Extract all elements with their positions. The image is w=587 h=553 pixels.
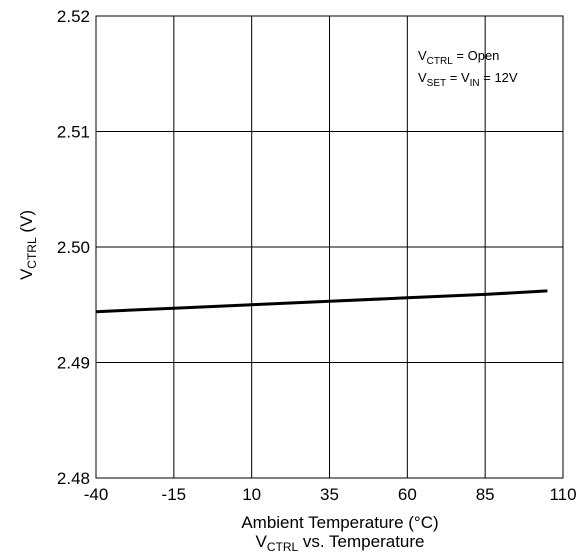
x-tick-label: 35	[320, 485, 339, 504]
x-tick-label: -15	[162, 485, 187, 504]
y-tick-label: 2.52	[57, 7, 90, 26]
annotation-vset: VSET = VIN = 12V	[418, 70, 518, 89]
x-tick-label: -40	[84, 485, 109, 504]
y-tick-label: 2.48	[57, 469, 90, 488]
x-axis-label: Ambient Temperature (°C)	[241, 513, 438, 532]
annotation-vctrl: VCTRL = Open	[418, 48, 499, 67]
y-tick-labels: 2.48 2.49 2.50 2.51 2.52	[57, 7, 90, 488]
x-tick-label: 10	[242, 485, 261, 504]
x-tick-label: 60	[398, 485, 417, 504]
y-tick-label: 2.49	[57, 354, 90, 373]
x-tick-labels: -40 -15 10 35 60 85 110	[84, 485, 577, 504]
series-layer	[95, 289, 548, 314]
y-tick-label: 2.51	[57, 123, 90, 142]
x-tick-label: 110	[549, 485, 576, 504]
chart-caption: VCTRL vs. Temperature	[256, 532, 425, 553]
y-tick-label: 2.50	[57, 238, 90, 257]
y-axis-label: VCTRL (V)	[17, 210, 39, 280]
series-line	[95, 289, 548, 314]
grid	[95, 15, 564, 479]
plot-frame	[95, 15, 564, 479]
x-tick-label: 85	[476, 485, 495, 504]
